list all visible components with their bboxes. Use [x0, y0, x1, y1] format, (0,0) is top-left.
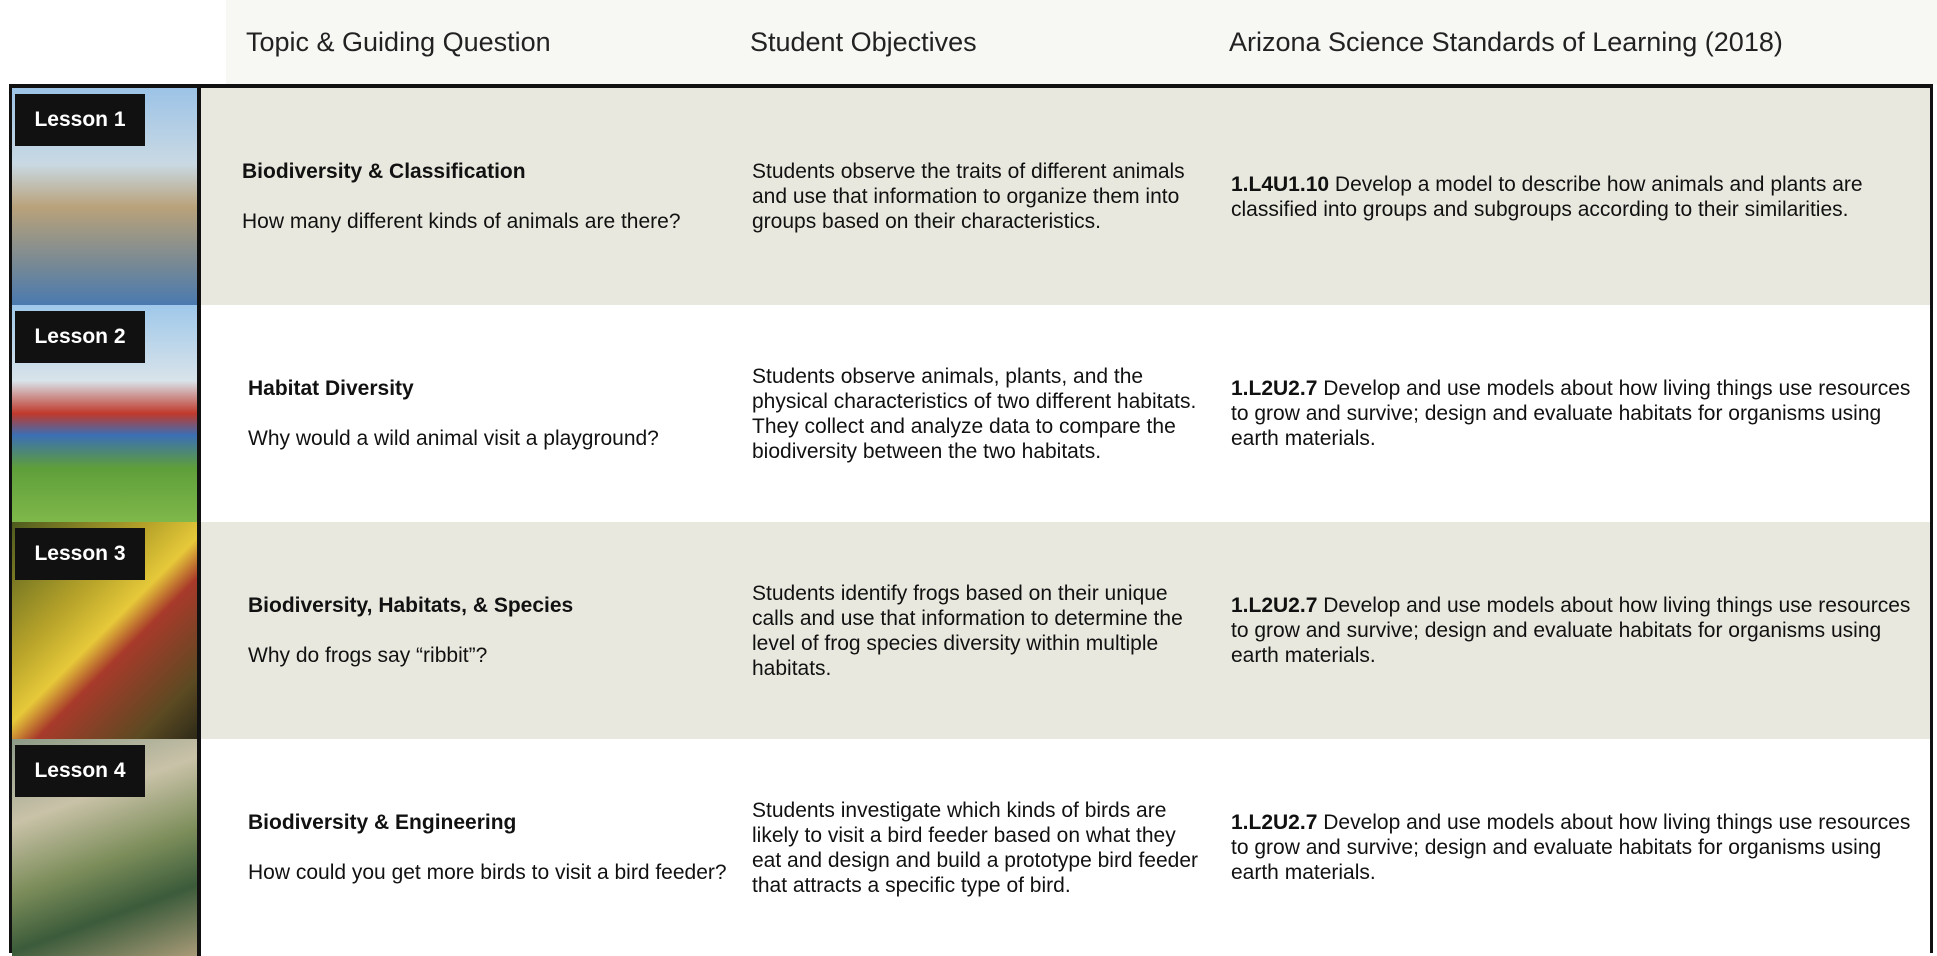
objectives-text: Students observe animals, plants, and th… [752, 364, 1197, 463]
lesson-row: Lesson 4 Biodiversity & Engineering How co… [12, 739, 1930, 956]
lesson-image: Lesson 4 [12, 739, 201, 956]
guiding-question: How many different kinds of animals are … [242, 210, 681, 233]
topic-cell: Biodiversity & Engineering How could you … [248, 739, 728, 956]
standard: 1.L2U2.7 Develop and use models about ho… [1231, 810, 1926, 885]
lesson-row: Lesson 3 Biodiversity, Habitats, & Specie… [12, 522, 1930, 739]
standard-code: 1.L4U1.10 [1231, 172, 1330, 196]
lesson-row: Lesson 2 Habitat Diversity Why would a wil… [12, 305, 1930, 522]
column-header: Arizona Science Standards of Learning (2… [1229, 27, 1783, 57]
standards-cell: 1.L4U1.10 Develop a model to describe ho… [1231, 88, 1926, 305]
lesson-label: Lesson 3 [15, 528, 145, 580]
standard-text: Develop a model to describe how animals … [1231, 172, 1863, 221]
standards-cell: 1.L2U2.7 Develop and use models about ho… [1231, 522, 1926, 739]
topic-title: Biodiversity & Classification [242, 160, 526, 183]
topic-cell: Biodiversity & Classification How many di… [242, 88, 722, 305]
standard-text: Develop and use models about how living … [1231, 377, 1911, 450]
objectives-cell: Students investigate which kinds of bird… [752, 739, 1207, 956]
standard: 1.L2U2.7 Develop and use models about ho… [1231, 376, 1926, 451]
column-header: Topic & Guiding Question [246, 27, 551, 57]
objectives-cell: Students observe the traits of different… [752, 88, 1207, 305]
standard: 1.L4U1.10 Develop a model to describe ho… [1231, 172, 1926, 222]
standard-text: Develop and use models about how living … [1231, 594, 1911, 667]
topic-cell: Habitat Diversity Why would a wild animal… [248, 305, 728, 522]
guiding-question: Why would a wild animal visit a playgrou… [248, 427, 659, 450]
topic-title: Habitat Diversity [248, 377, 414, 400]
standards-cell: 1.L2U2.7 Develop and use models about ho… [1231, 305, 1926, 522]
lesson-table: Lesson 1 Biodiversity & Classification How… [9, 84, 1933, 956]
lesson-image: Lesson 2 [12, 305, 201, 522]
objectives-text: Students observe the traits of different… [752, 160, 1185, 233]
lesson-label: Lesson 1 [15, 94, 145, 146]
standard: 1.L2U2.7 Develop and use models about ho… [1231, 593, 1926, 668]
objectives-cell: Students observe animals, plants, and th… [752, 305, 1207, 522]
topic-title: Biodiversity, Habitats, & Species [248, 594, 574, 617]
objectives-text: Students investigate which kinds of bird… [752, 798, 1198, 897]
objectives-text: Students identify frogs based on their u… [752, 581, 1183, 680]
topic-cell: Biodiversity, Habitats, & Species Why do … [248, 522, 728, 739]
lesson-image: Lesson 3 [12, 522, 201, 739]
column-header: Student Objectives [750, 27, 977, 57]
guiding-question: Why do frogs say “ribbit”? [248, 644, 488, 667]
lesson-row: Lesson 1 Biodiversity & Classification How… [12, 88, 1930, 305]
table-header: Topic & Guiding Question Student Objecti… [226, 0, 1937, 84]
standards-cell: 1.L2U2.7 Develop and use models about ho… [1231, 739, 1926, 956]
topic-title: Biodiversity & Engineering [248, 811, 517, 834]
objectives-cell: Students identify frogs based on their u… [752, 522, 1207, 739]
lesson-image: Lesson 1 [12, 88, 201, 305]
standard-code: 1.L2U2.7 [1231, 811, 1318, 834]
lesson-label: Lesson 4 [15, 745, 145, 797]
standard-text: Develop and use models about how living … [1231, 811, 1911, 884]
standard-code: 1.L2U2.7 [1231, 594, 1318, 617]
guiding-question: How could you get more birds to visit a … [248, 861, 727, 884]
lesson-label: Lesson 2 [15, 311, 145, 363]
standard-code: 1.L2U2.7 [1231, 377, 1318, 400]
